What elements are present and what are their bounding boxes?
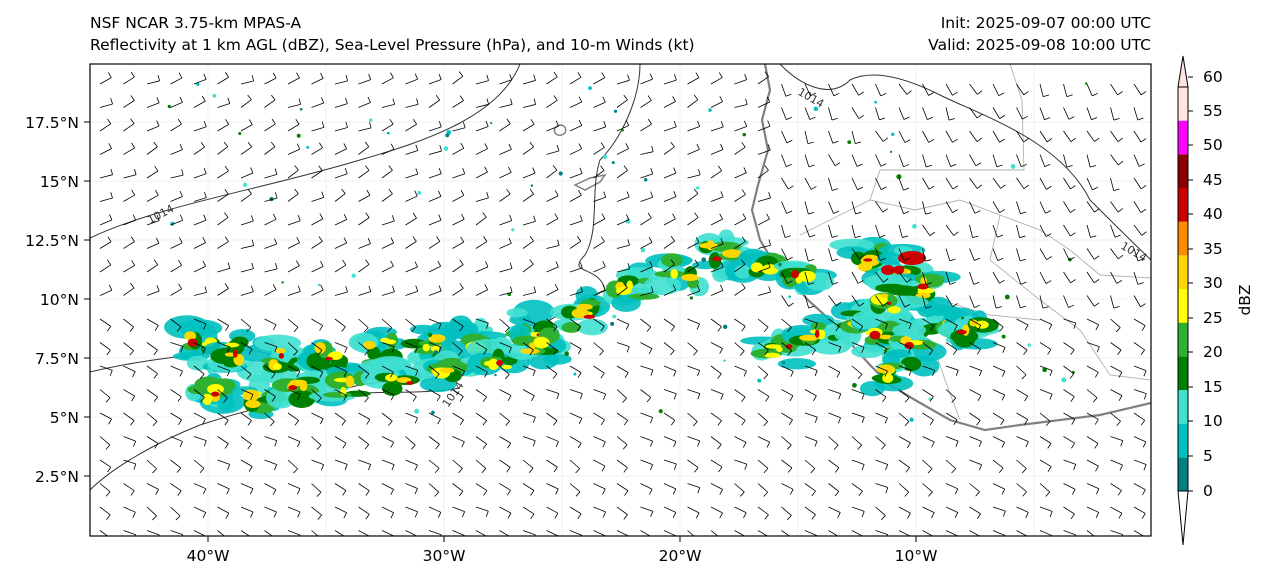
colorbar-band	[1178, 457, 1188, 491]
colorbar-band	[1178, 255, 1188, 289]
longitude-axis: 40°W 30°W 20°W 10°W	[187, 536, 938, 565]
lon-label-40w: 40°W	[187, 547, 230, 565]
colorbar-band	[1178, 322, 1188, 357]
colorbar-band	[1178, 289, 1188, 323]
colorbar-extend-min	[1177, 490, 1189, 546]
colorbar-band	[1178, 423, 1188, 458]
wind-barbs	[99, 71, 1147, 536]
map-frame	[89, 63, 1152, 537]
colorbar-tick-label: 35	[1203, 240, 1223, 258]
colorbar-extend-max	[1177, 55, 1189, 88]
colorbar-tick-label: 50	[1203, 136, 1223, 154]
lon-label-30w: 30°W	[423, 547, 466, 565]
model-title: NSF NCAR 3.75-km MPAS-A	[90, 14, 302, 32]
lat-label-5: 5°N	[50, 409, 79, 427]
colorbar-band	[1178, 154, 1188, 188]
colorbar-tick-label: 5	[1203, 447, 1213, 465]
colorbar-band	[1178, 221, 1188, 256]
lat-label-10: 10°N	[40, 291, 79, 309]
valid-time: Valid: 2025-09-08 10:00 UTC	[928, 36, 1151, 54]
colorbar-band	[1178, 390, 1188, 424]
country-borders	[799, 64, 1151, 421]
lat-label-2-5: 2.5°N	[35, 468, 79, 486]
colorbar-tick-label: 25	[1203, 309, 1223, 327]
colorbar-tick-label: 0	[1203, 482, 1213, 500]
reflectivity-field	[164, 82, 1088, 422]
colorbar-tick-label: 20	[1203, 343, 1223, 361]
colorbar-tick-label: 60	[1203, 68, 1223, 86]
colorbar-band	[1178, 188, 1188, 222]
lat-label-12-5: 12.5°N	[25, 232, 79, 250]
colorbar-tick-label: 55	[1203, 102, 1223, 120]
colorbar-tick-label: 15	[1203, 378, 1223, 396]
colorbar-band	[1178, 120, 1188, 155]
colorbar-tick-label: 40	[1203, 205, 1223, 223]
colorbar-tick-label: 45	[1203, 171, 1223, 189]
lat-label-17-5: 17.5°N	[25, 114, 79, 132]
colorbar-band	[1178, 87, 1188, 121]
colorbar-band	[1178, 356, 1188, 390]
field-description: Reflectivity at 1 km AGL (dBZ), Sea-Leve…	[90, 36, 695, 54]
latitude-axis: 17.5°N 15°N 12.5°N 10°N 7.5°N 5°N 2.5°N	[25, 114, 90, 486]
colorbar: 0 5 10 15 20 25 30 35 40 45 50 55 60 dBZ	[1177, 55, 1254, 546]
lon-label-10w: 10°W	[895, 547, 938, 565]
map-panel: 1014 1014 1014 1014 1014	[89, 63, 1152, 537]
lat-label-7-5: 7.5°N	[35, 350, 79, 368]
colorbar-tick-label: 10	[1203, 412, 1223, 430]
lon-label-20w: 20°W	[659, 547, 702, 565]
colorbar-tick-label: 30	[1203, 274, 1223, 292]
init-time: Init: 2025-09-07 00:00 UTC	[940, 14, 1151, 32]
lat-label-15: 15°N	[40, 173, 79, 191]
colorbar-label: dBZ	[1236, 284, 1254, 315]
